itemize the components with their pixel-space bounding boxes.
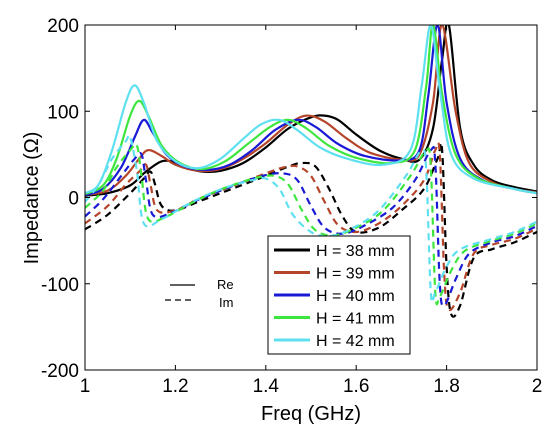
x-tick-label: 1.2 xyxy=(162,376,188,397)
y-tick-label: -100 xyxy=(41,275,79,296)
series-im-line-h-41-mm xyxy=(85,143,537,306)
series-re-line-h-40-mm xyxy=(85,25,537,196)
legend-label: H = 39 mm xyxy=(316,266,395,283)
im-style-label: Im xyxy=(219,295,233,310)
series-re-line-h-41-mm xyxy=(85,25,537,196)
y-axis-ticks: -200 -100 0 100 200 xyxy=(41,16,537,382)
series-im-line-h-42-mm xyxy=(85,134,537,304)
x-tick-label: 1.4 xyxy=(253,376,280,397)
series-re-line-h-42-mm xyxy=(85,25,537,195)
y-tick-label: 200 xyxy=(47,16,79,37)
legend-label: H = 38 mm xyxy=(316,243,395,260)
series-re-line-h-39-mm xyxy=(85,25,537,196)
legend-label: H = 40 mm xyxy=(316,288,395,305)
series-im-line-h-40-mm xyxy=(85,145,537,307)
series-re-line-h-38-mm xyxy=(85,25,537,197)
y-tick-label: 0 xyxy=(68,189,79,210)
x-tick-label: 1.8 xyxy=(433,376,459,397)
x-tick-label: 2 xyxy=(532,376,543,397)
x-tick-label: 1.6 xyxy=(343,376,369,397)
y-tick-label: 100 xyxy=(47,102,79,123)
y-tick-label: -200 xyxy=(41,361,79,382)
series-im-line-h-38-mm xyxy=(85,141,537,318)
x-tick-label: 1 xyxy=(80,376,91,397)
x-axis-ticks: 1 1.2 1.4 1.6 1.8 2 xyxy=(80,25,543,397)
re-style-label: Re xyxy=(217,277,234,292)
legend-items: H = 38 mm H = 39 mm H = 40 mm H = 41 mm H = … xyxy=(274,243,395,350)
series-layer xyxy=(85,25,537,318)
x-axis-label: Freq (GHz) xyxy=(261,403,361,425)
legend-label: H = 42 mm xyxy=(316,333,395,350)
series-legend: H = 38 mm H = 39 mm H = 40 mm H = 41 mm H = … xyxy=(267,235,411,355)
legend-label: H = 41 mm xyxy=(316,311,395,328)
y-axis-label: Impedance (Ω) xyxy=(21,132,43,265)
line-style-legend: Re Im xyxy=(165,277,234,310)
